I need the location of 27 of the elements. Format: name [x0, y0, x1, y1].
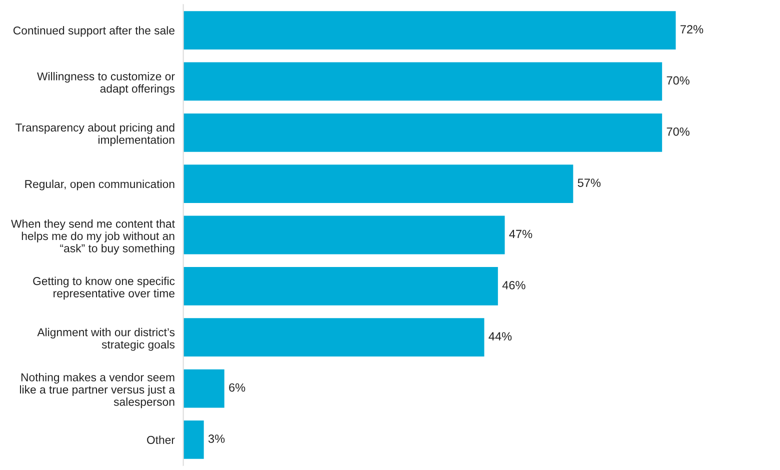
y-tick-label: Nothing makes a vendor seem like a true partner versus just a salesperson [20, 372, 175, 408]
data-label: 57% [578, 178, 601, 187]
data-label: 70% [666, 127, 690, 136]
y-tick-label: Other [147, 436, 175, 444]
bar [183, 216, 505, 254]
y-tick-label: Willingness to customize or adapt offerings [37, 72, 175, 95]
bar [183, 266, 498, 306]
data-label: 47% [509, 230, 532, 238]
bar [183, 11, 676, 50]
bar [183, 369, 224, 408]
bar [183, 113, 662, 152]
data-label: 46% [502, 280, 526, 290]
y-tick-label: Regular, open communication [25, 180, 174, 190]
data-label: 6% [229, 383, 246, 392]
bar [183, 164, 574, 204]
data-label: 44% [488, 332, 512, 340]
bar [183, 420, 204, 459]
data-label: 3% [208, 434, 225, 443]
y-tick-label: Transparency about pricing and implementation [15, 123, 174, 146]
data-label: 70% [666, 76, 690, 85]
bar [183, 62, 662, 101]
bar [183, 318, 484, 357]
y-tick-label: Continued support after the sale [13, 26, 174, 37]
data-label: 72% [680, 25, 704, 34]
y-tick-label: Alignment with our district’s strategic goals [37, 328, 175, 351]
y-tick-label: Getting to know one specific representative over time [33, 276, 175, 300]
y-tick-label: When they send me content that helps me do my job without an “ask” to buy something [11, 219, 175, 255]
